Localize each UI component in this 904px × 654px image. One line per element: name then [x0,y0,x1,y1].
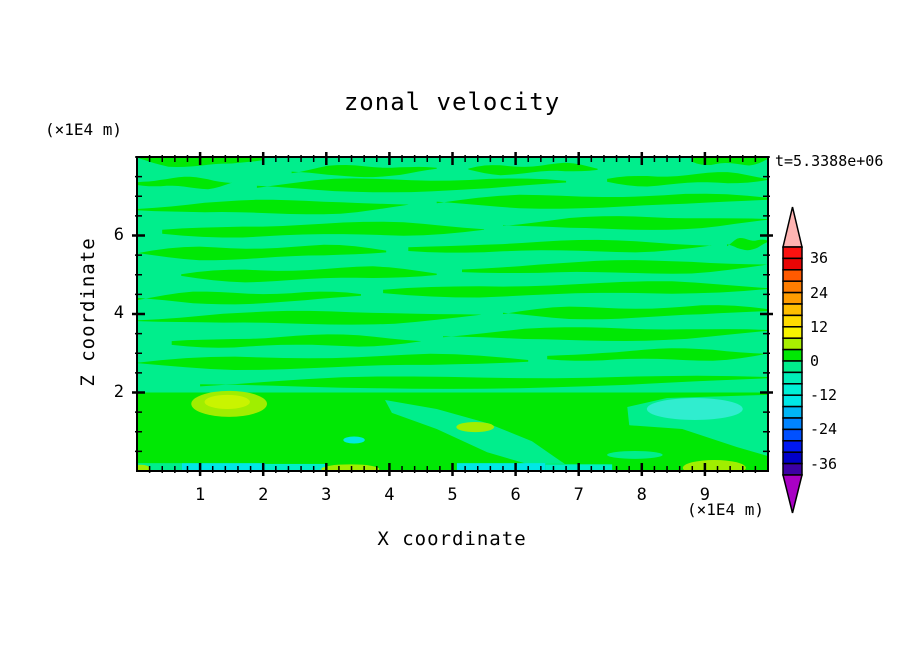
x-tick-label: 1 [194,485,206,505]
colorbar-segment [782,428,803,442]
colorbar-segment [782,417,803,431]
z-tick-label: 4 [113,303,124,323]
x-tick-label: 9 [699,485,711,505]
colorbar-under-arrow [782,474,803,514]
contour-field [137,157,768,471]
time-stamp: t=5.3388e+06 [775,152,884,170]
colorbar-tick-label: 0 [810,352,820,370]
colorbar-segment [782,383,803,396]
x-tick-label: 2 [258,485,269,505]
x-axis-unit-label: (×1E4 m) [687,500,765,519]
colorbar-segment [782,314,803,328]
z-tick-label: 6 [113,224,124,245]
z-tick-label: 2 [113,381,124,402]
x-tick-label: 5 [447,485,458,505]
colorbar-segment [782,269,803,282]
colorbar-tick-label: 24 [810,283,829,302]
colorbar-tick-label: 12 [810,317,829,336]
colorbar-segment [782,405,803,419]
colorbar [782,206,803,514]
x-tick-label: 4 [384,485,395,505]
colorbar-segment [782,440,803,453]
colorbar-segment [782,451,803,465]
colorbar-tick-label: -36 [810,454,838,473]
colorbar-segment [782,303,803,317]
colorbar-tick-label: -12 [810,386,838,405]
contour-plot-canvas [132,152,773,476]
x-tick-label: 7 [573,485,584,505]
colorbar-segment [782,462,803,476]
colorbar-segment [782,360,803,374]
colorbar-segment [782,257,803,271]
x-tick-label: 6 [510,485,521,505]
colorbar-segment [782,280,803,294]
colorbar-segment [782,394,803,408]
colorbar-tick-label: -24 [810,420,838,439]
colorbar-over-arrow [782,206,803,248]
z-axis-unit-label: (×1E4 m) [45,120,123,139]
x-tick-label: 3 [321,485,332,505]
colorbar-segment [782,326,803,339]
colorbar-segment [782,348,803,362]
colorbar-segment [782,246,803,260]
x-axis-title: X coordinate [377,528,527,550]
colorbar-segment [782,337,803,351]
colorbar-segment [782,371,803,385]
x-tick-label: 8 [636,485,647,505]
page-title: zonal velocity [343,88,561,116]
colorbar-tick-label: 36 [810,249,829,268]
colorbar-segment [782,291,803,305]
